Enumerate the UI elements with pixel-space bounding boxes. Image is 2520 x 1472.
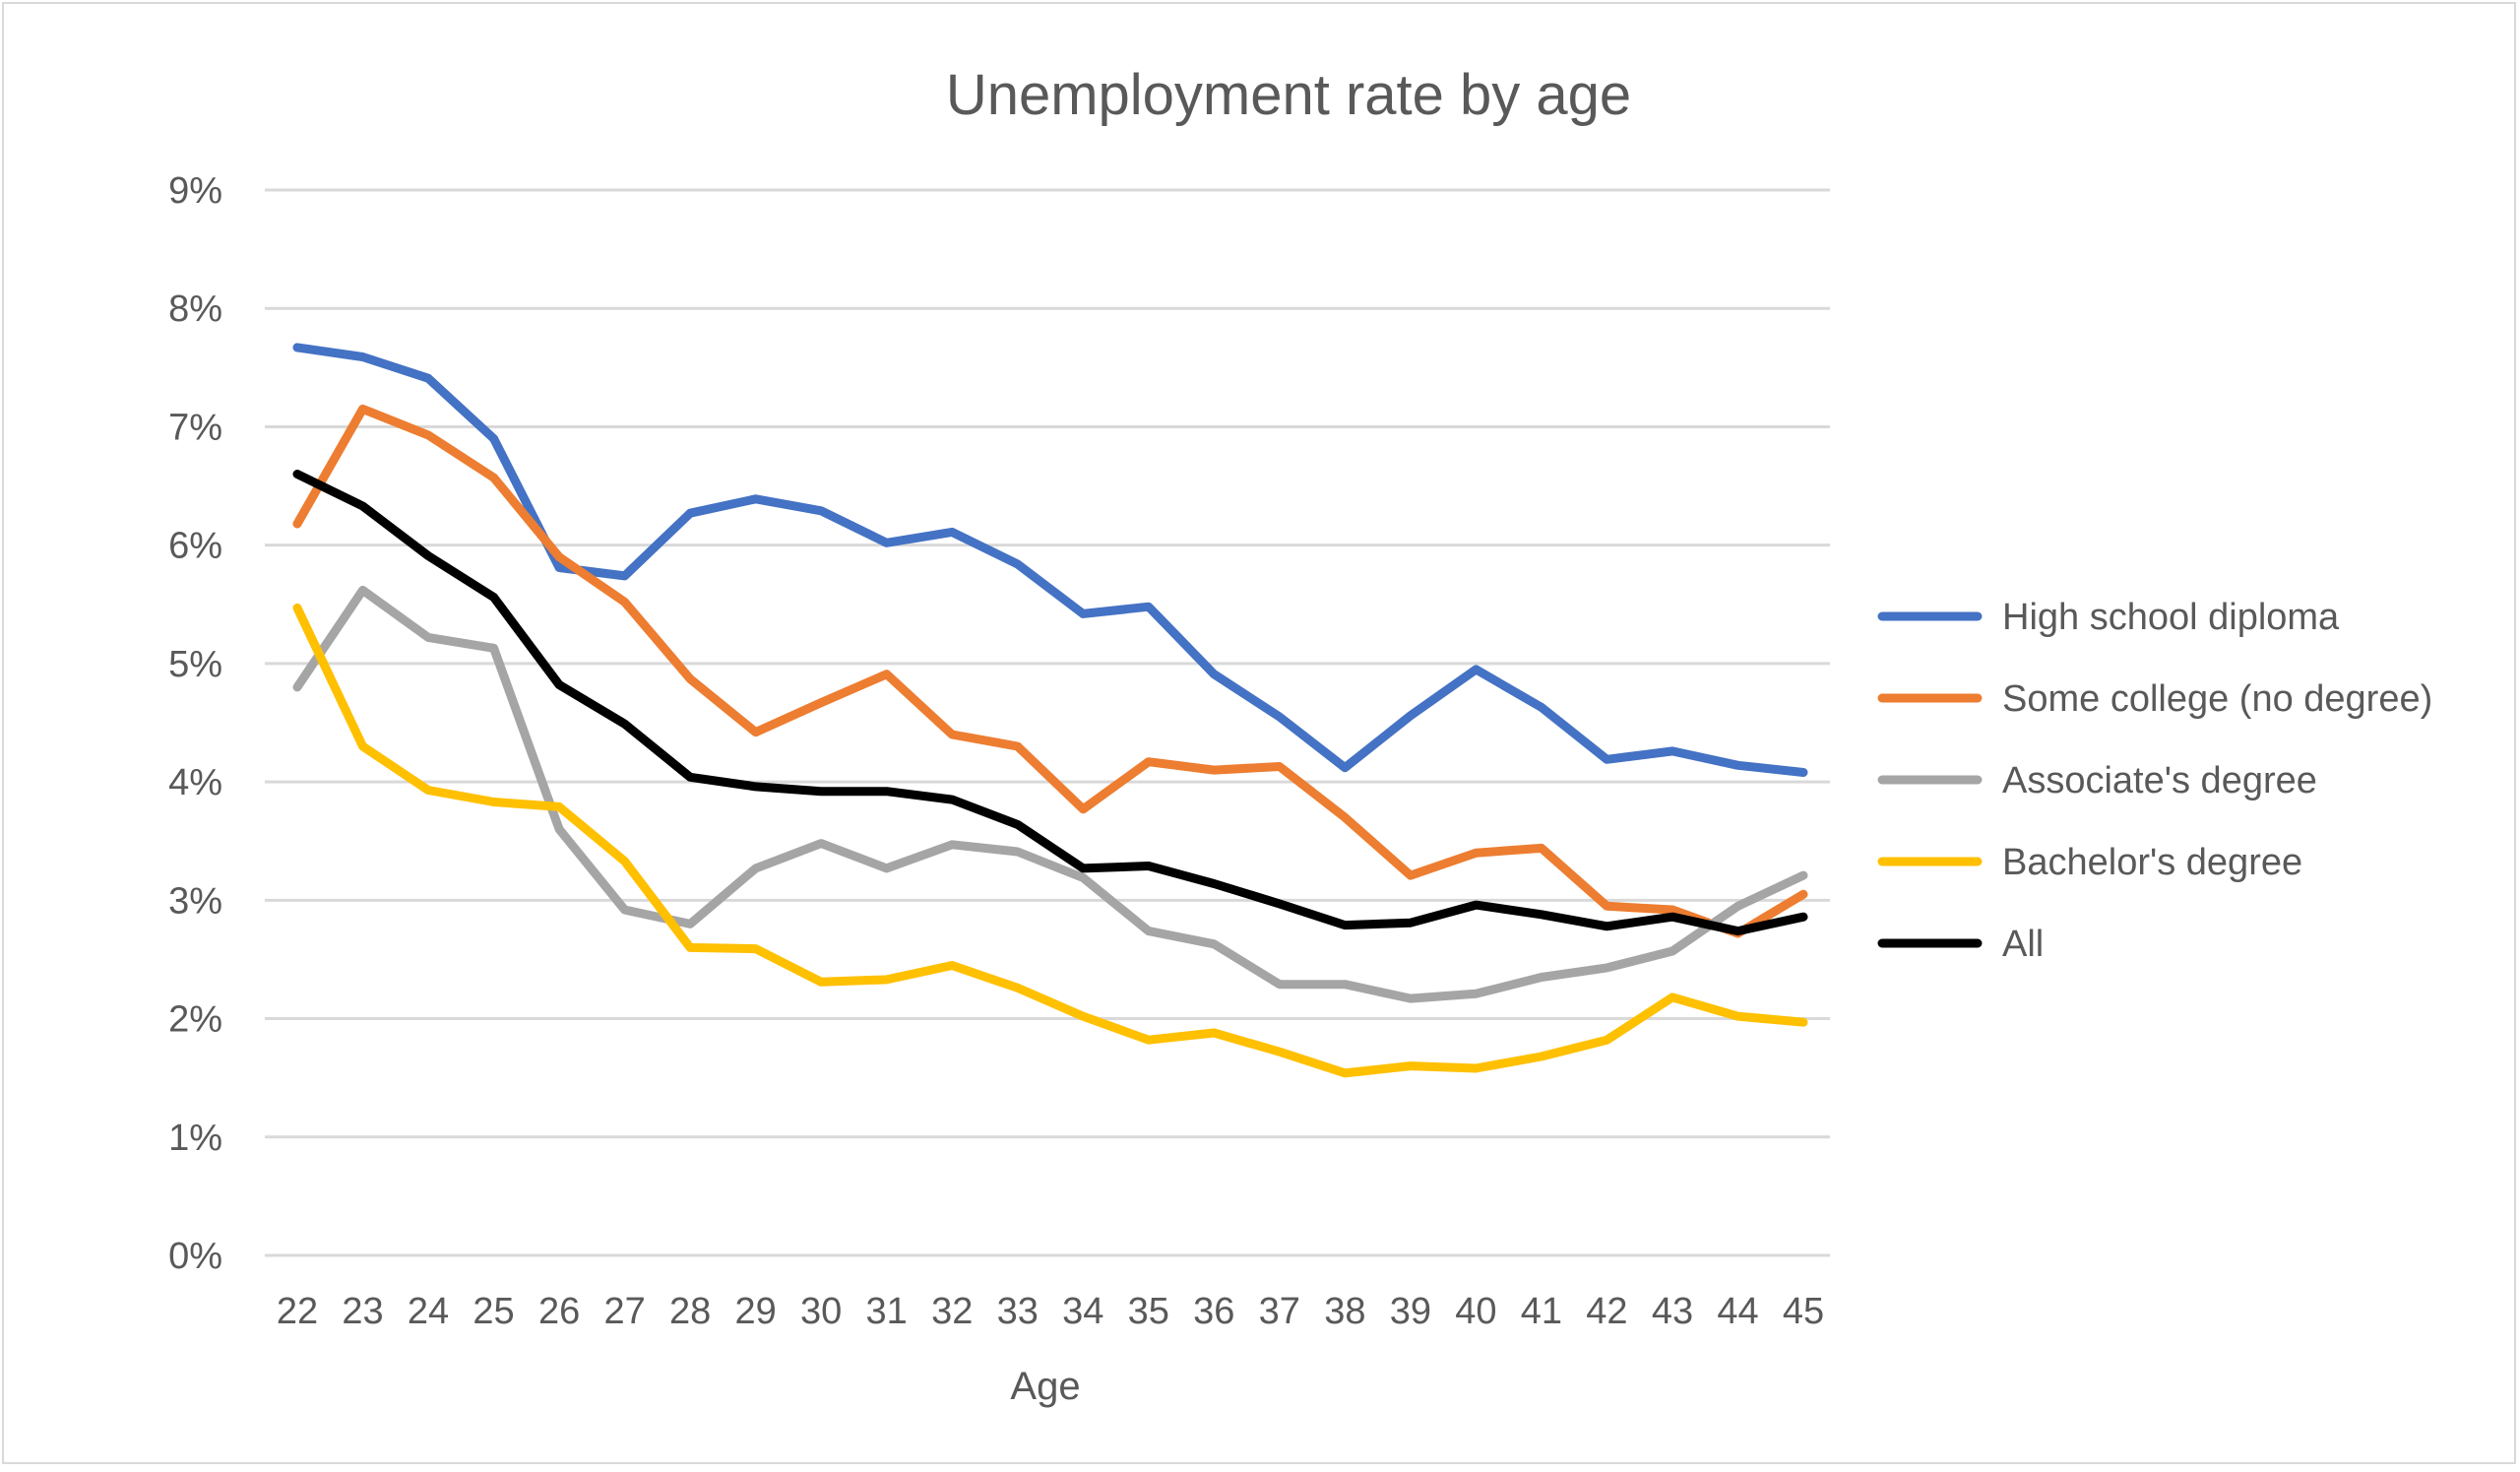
series-line-some-college-no-degree- [292, 404, 1808, 938]
legend-item: Associate's degree [1877, 760, 2317, 801]
legend-item: Bachelor's degree [1877, 842, 2302, 883]
x-tick-label: 28 [669, 1291, 711, 1332]
x-tick-label: 40 [1455, 1291, 1496, 1332]
x-tick-label: 23 [342, 1291, 383, 1332]
x-tick-label: 31 [866, 1291, 908, 1332]
x-tick-label: 29 [735, 1291, 777, 1332]
legend-label: Bachelor's degree [2002, 842, 2302, 883]
legend-item: All [1877, 924, 2044, 965]
y-tick-label: 6% [168, 526, 222, 567]
series-line-all [292, 470, 1808, 936]
y-tick-label: 4% [168, 762, 222, 803]
y-tick-label: 0% [168, 1236, 222, 1277]
x-tick-label: 35 [1128, 1291, 1169, 1332]
chart-title: Unemployment rate by age [946, 63, 1631, 127]
y-tick-label: 8% [168, 288, 222, 330]
y-tick-label: 3% [168, 880, 222, 922]
legend-item: High school diploma [1877, 597, 2340, 638]
x-tick-label: 25 [472, 1291, 514, 1332]
x-axis-ticks: 22 23 24 25 26 27 28 29 30 31 32 33 34 35 36 37 38 39 40 41… [277, 1291, 1824, 1332]
gridlines [265, 188, 1830, 1257]
x-tick-label: 38 [1324, 1291, 1365, 1332]
series-line-associate-s-degree [292, 585, 1808, 1003]
legend-label: Associate's degree [2002, 760, 2317, 801]
x-tick-label: 24 [408, 1291, 449, 1332]
x-tick-label: 32 [931, 1291, 973, 1332]
x-tick-label: 39 [1390, 1291, 1431, 1332]
y-tick-label: 7% [168, 407, 222, 448]
series-line-high-school-diploma [292, 343, 1808, 777]
legend-label: Some college (no degree) [2002, 678, 2432, 720]
x-tick-label: 41 [1521, 1291, 1562, 1332]
legend-item: Some college (no degree) [1877, 678, 2432, 720]
legend-label: All [2002, 924, 2044, 965]
y-tick-label: 9% [168, 170, 222, 212]
x-tick-label: 43 [1652, 1291, 1693, 1332]
y-tick-label: 5% [168, 644, 222, 685]
x-tick-label: 44 [1717, 1291, 1758, 1332]
x-axis-label: Age [1010, 1365, 1080, 1408]
x-tick-label: 34 [1062, 1291, 1103, 1332]
x-tick-label: 33 [997, 1291, 1039, 1332]
x-tick-label: 45 [1783, 1291, 1824, 1332]
series-line-bachelor-s-degree [292, 603, 1808, 1078]
x-tick-label: 42 [1586, 1291, 1627, 1332]
x-tick-label: 22 [277, 1291, 318, 1332]
y-tick-label: 1% [168, 1118, 222, 1159]
line-chart: Unemployment rate by age 0% 1% 2% 3% 4% 5% 6% 7… [168, 63, 2432, 1408]
x-tick-label: 26 [538, 1291, 580, 1332]
y-axis-ticks: 0% 1% 2% 3% 4% 5% 6% 7% 8% 9% [168, 170, 222, 1277]
x-tick-label: 37 [1259, 1291, 1300, 1332]
series-lines [292, 343, 1808, 1078]
legend-label: High school diploma [2002, 597, 2340, 638]
legend: High school diploma Some college (no degr… [1877, 597, 2432, 965]
x-tick-label: 27 [603, 1291, 645, 1332]
y-tick-label: 2% [168, 999, 222, 1041]
x-tick-label: 36 [1193, 1291, 1234, 1332]
x-tick-label: 30 [800, 1291, 842, 1332]
